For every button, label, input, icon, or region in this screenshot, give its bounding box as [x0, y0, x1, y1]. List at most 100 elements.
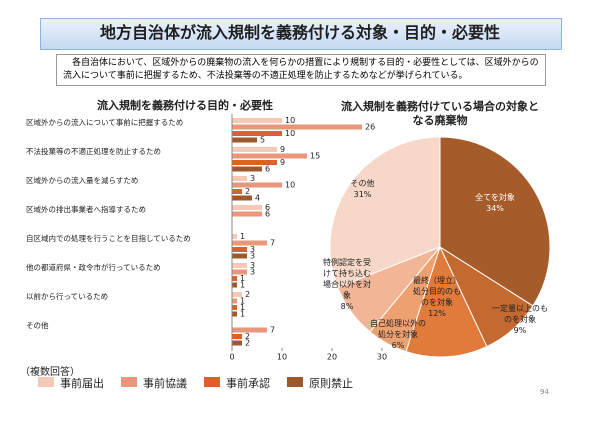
bar	[232, 298, 237, 304]
chart-title: 流入規制を義務付ける目的・必要性	[97, 99, 273, 112]
value-label: 3	[250, 268, 255, 277]
legend-swatch	[121, 377, 137, 387]
bar	[232, 276, 237, 281]
legend-label: 原則禁止	[309, 377, 353, 390]
title-banner	[40, 18, 562, 50]
bar	[232, 292, 242, 297]
slice-label-box: 全てを対象 34%	[465, 192, 525, 214]
bar	[232, 305, 237, 310]
category-label: その他	[26, 321, 49, 330]
value-label: 6	[265, 203, 270, 212]
bar	[232, 247, 247, 252]
slice-label-box: その他 31%	[335, 178, 390, 200]
value-label: 6	[265, 165, 270, 174]
legend-swatch	[204, 377, 220, 387]
value-label: 1	[240, 232, 245, 241]
value-label: 2	[245, 187, 250, 196]
bar	[232, 166, 262, 172]
bar	[232, 334, 242, 339]
bar	[232, 327, 267, 333]
slice-label: 最終（埋立）処分目的のものを対象	[413, 276, 461, 307]
value-label: 15	[310, 152, 320, 161]
value-label: 3	[250, 252, 255, 261]
slice-label: 一定量以上のものを対象	[492, 304, 548, 324]
slice-value: 12%	[428, 309, 446, 318]
category-label: 以前から行っているため	[26, 292, 109, 301]
value-label: 26	[365, 123, 375, 132]
x-tick-label: 20	[327, 353, 337, 362]
bar	[232, 311, 237, 317]
bar	[232, 118, 282, 123]
bar	[232, 160, 277, 165]
value-label: 7	[270, 239, 275, 248]
slice-value: 9%	[513, 326, 527, 335]
bar	[232, 269, 247, 275]
bar	[232, 153, 307, 159]
description: 各自治体において、区域外からの廃棄物の流入を何らかの措置により規制する目的・必要…	[56, 54, 546, 86]
slice-label: 特例認定を受けて持ち込む場合以外を対象	[323, 258, 371, 300]
category-label: 区域外からの流入について事前に把握するため	[26, 118, 184, 127]
value-label: 10	[285, 129, 295, 138]
annotation: （複数回答）	[20, 367, 80, 378]
slice-label-box: 最終（埋立）処分目的のものを対象 12%	[412, 275, 462, 319]
bar	[232, 240, 267, 246]
value-label: 3	[250, 245, 255, 254]
category-label: 他の都道府県・政令市が行っているため	[26, 263, 161, 272]
bar	[232, 124, 362, 130]
category-label: 不法投棄等の不適正処理を防止するため	[26, 147, 161, 156]
slice-value: 31%	[353, 190, 372, 199]
bar	[232, 340, 242, 346]
category-label: 区域外からの流入量を減らすため	[26, 176, 139, 185]
slice-label-box: 自己処理以外の処分を対象 6%	[368, 318, 428, 351]
slice-label-box: 一定量以上のものを対象 9%	[490, 303, 550, 336]
bar	[232, 131, 282, 136]
slice-label-box: 特例認定を受けて持ち込む場合以外を対象 8%	[322, 257, 372, 312]
value-label: 1	[240, 297, 245, 306]
pie-slice	[439, 136, 551, 307]
value-label: 1	[240, 274, 245, 283]
x-tick-label: 10	[277, 353, 287, 362]
bar	[232, 189, 242, 194]
bar	[232, 176, 247, 181]
value-label: 3	[250, 261, 255, 270]
bar	[232, 234, 237, 239]
value-label: 10	[285, 181, 295, 190]
value-label: 7	[270, 326, 275, 335]
legend-label: 事前協議	[143, 377, 187, 390]
value-label: 4	[255, 194, 260, 203]
bar	[232, 263, 247, 268]
legend-label: 事前承認	[226, 377, 270, 390]
category-label: 自区域内での処理を行うことを目指しているため	[26, 234, 191, 243]
page-number: 94	[540, 388, 549, 396]
slide-title: 地方自治体が流入規制を義務付ける対象・目的・必要性	[99, 23, 500, 42]
bar	[232, 137, 257, 143]
pie-slice	[405, 245, 488, 358]
value-label: 10	[285, 116, 295, 125]
slice-label: その他	[350, 179, 375, 188]
value-label: 9	[280, 145, 285, 154]
chart-title: 流入規制を義務付けている場合の対象となる廃棄物	[341, 100, 539, 127]
slice-label: 自己処理以外の処分を対象	[370, 319, 426, 339]
x-tick-label: 0	[229, 353, 234, 362]
bar	[232, 147, 277, 152]
pie-slice	[329, 136, 441, 289]
legend-label: 事前届出	[60, 377, 104, 390]
slice-value: 6%	[391, 341, 405, 350]
value-label: 6	[265, 210, 270, 219]
legend-swatch	[38, 377, 54, 387]
slice-value: 8%	[340, 302, 354, 311]
bar	[232, 195, 252, 201]
value-label: 5	[260, 136, 265, 145]
value-label: 2	[245, 332, 250, 341]
bar	[232, 211, 262, 217]
value-label: 1	[240, 281, 245, 290]
legend-swatch	[287, 377, 303, 387]
bar	[232, 282, 237, 288]
slice-label: 全てを対象	[475, 193, 515, 202]
value-label: 2	[245, 290, 250, 299]
bar	[232, 205, 262, 210]
bar	[232, 253, 247, 259]
value-label: 1	[240, 310, 245, 319]
